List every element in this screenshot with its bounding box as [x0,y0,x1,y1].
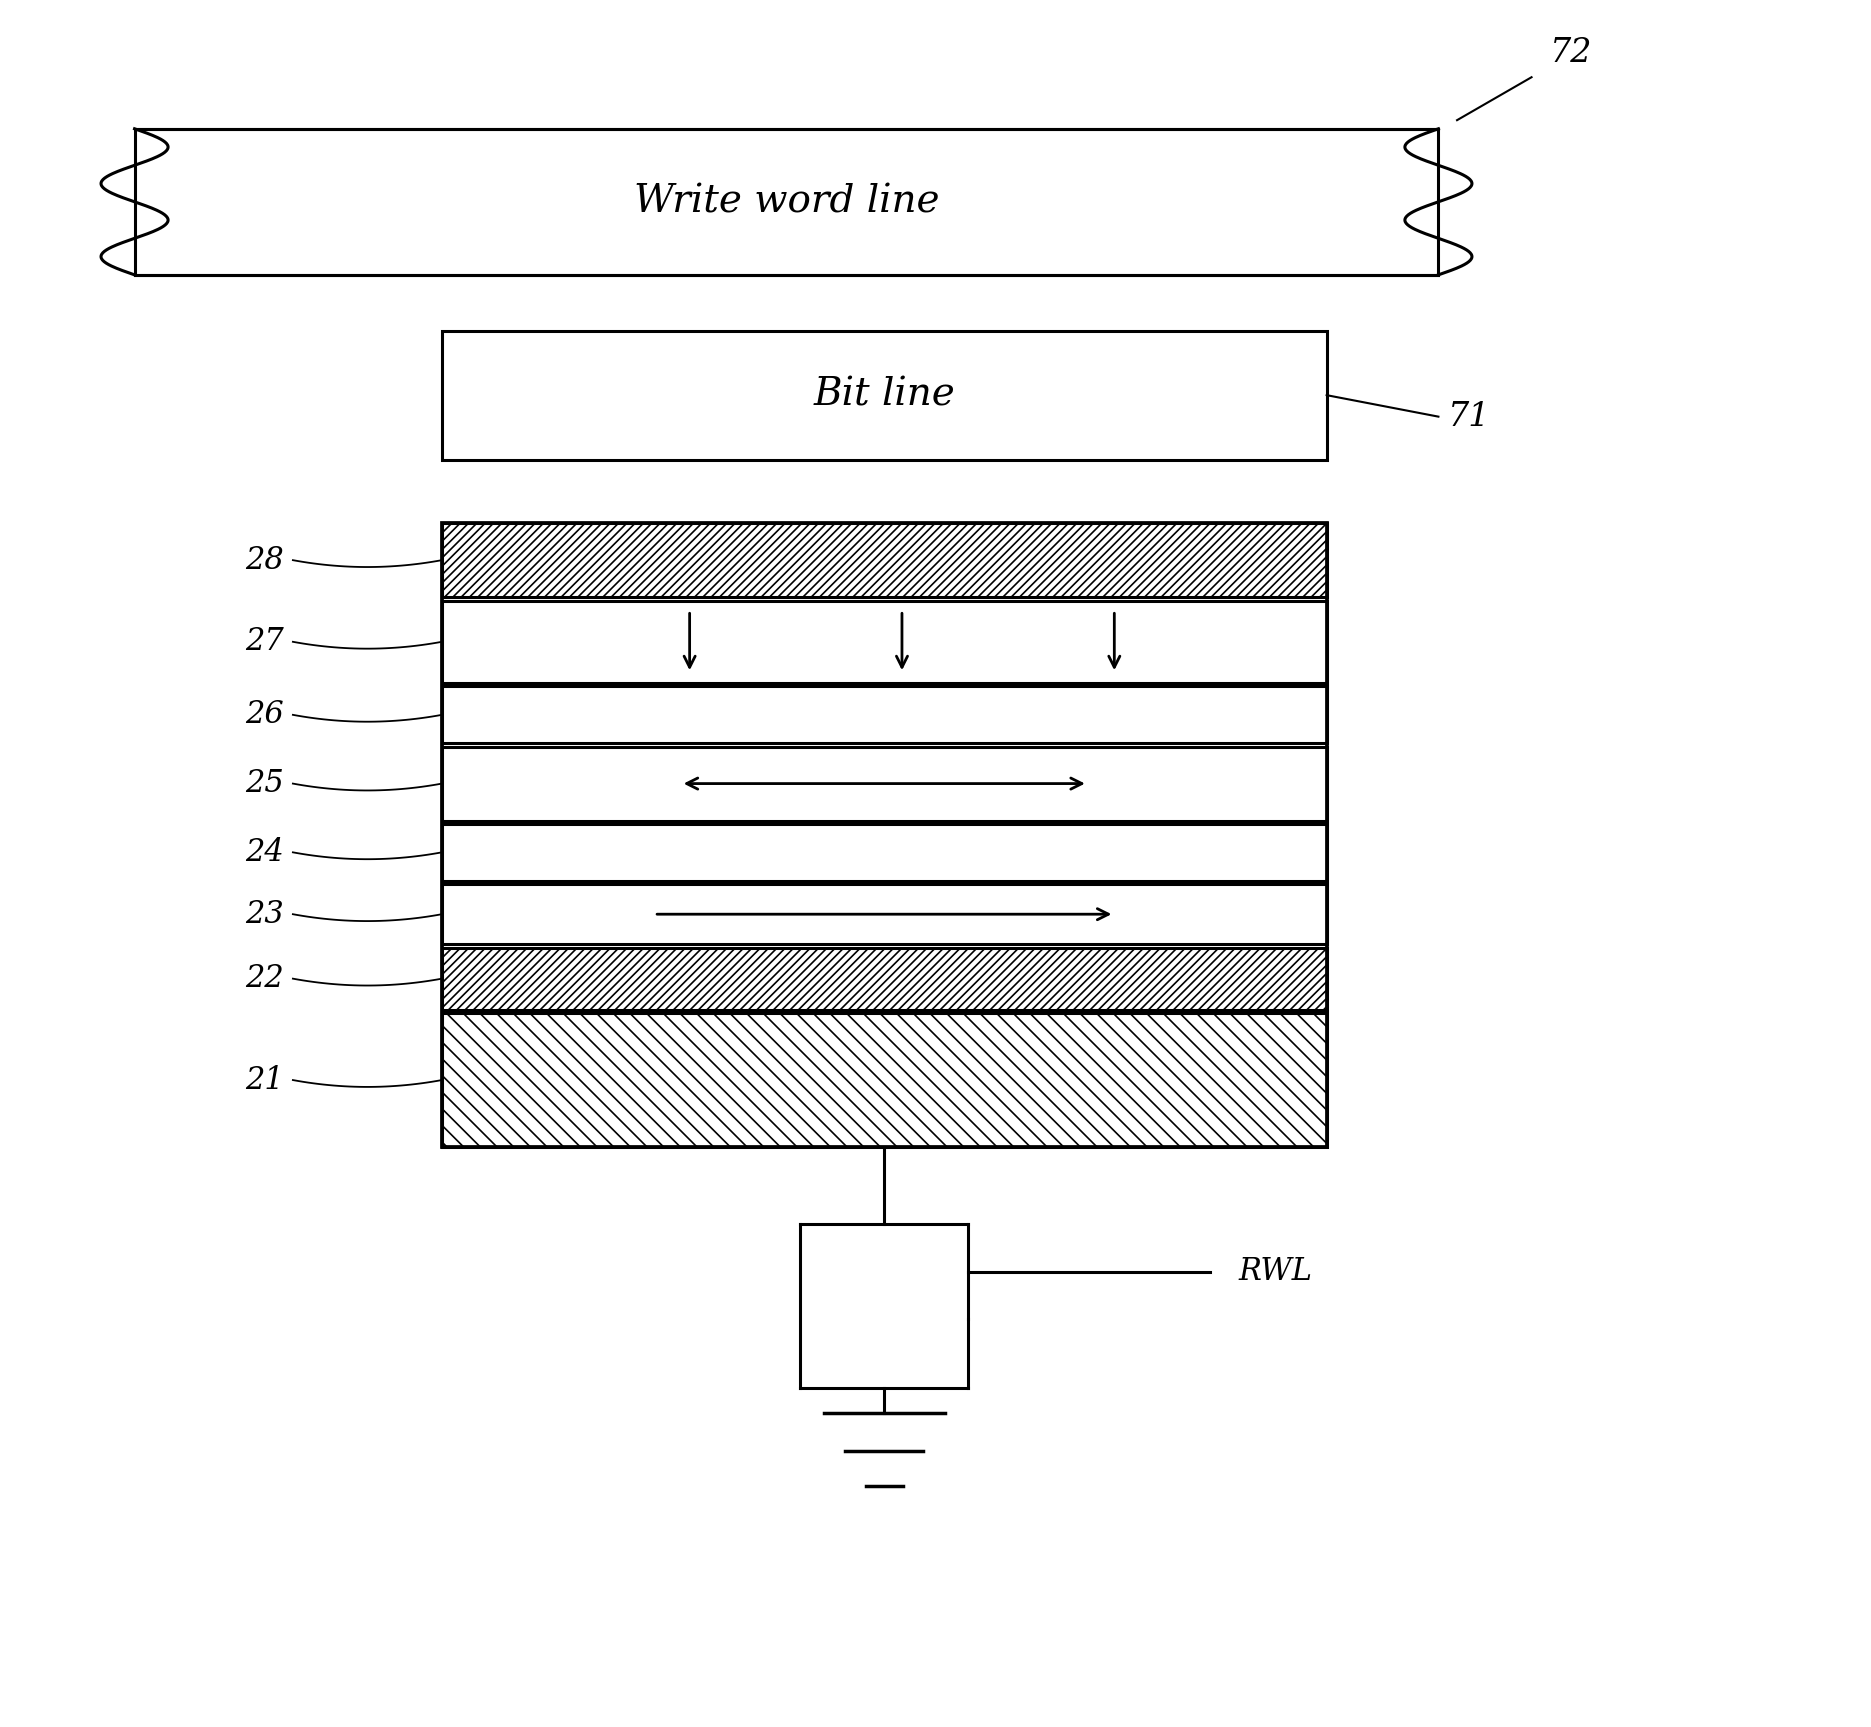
Text: 22: 22 [245,964,284,995]
Text: 24: 24 [245,838,284,869]
Text: RWL: RWL [1239,1256,1312,1287]
Bar [442,523,1327,1147]
Bar [442,1014,1327,1147]
Bar [442,686,1327,743]
Bar [442,824,1327,881]
Text: 28: 28 [245,544,284,575]
Text: 72: 72 [1551,36,1592,69]
Bar [442,601,1327,684]
Text: 71: 71 [1448,401,1489,433]
Bar [442,523,1327,598]
Bar [442,948,1327,1010]
Text: 25: 25 [245,769,284,800]
Text: 26: 26 [245,699,284,731]
Bar [442,884,1327,945]
Bar [442,746,1327,820]
Text: Bit line: Bit line [814,376,956,414]
Text: 27: 27 [245,627,284,658]
Bar [442,330,1327,459]
Text: 21: 21 [245,1064,284,1095]
Text: Write word line: Write word line [634,183,939,221]
Text: 23: 23 [245,898,284,929]
Bar [135,130,1439,275]
